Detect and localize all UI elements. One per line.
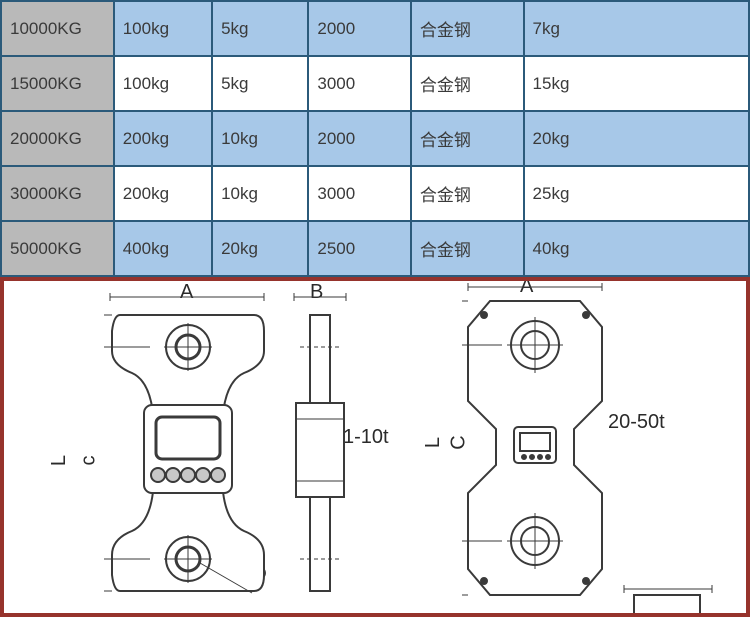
row-cell: 200kg [114,166,212,221]
row-cell: 7kg [524,1,749,56]
row-cell: 25kg [524,166,749,221]
device-front-20-50t [462,283,612,603]
row-header-cell: 50000KG [1,221,114,276]
row-cell: 20kg [524,111,749,166]
device-side-1-10t [290,293,350,603]
row-header-cell: 10000KG [1,1,114,56]
dim-label-L-right: L [422,437,445,448]
table-row: 30000KG200kg10kg3000合金钢25kg [1,166,749,221]
row-cell: 10kg [212,166,308,221]
row-cell: 40kg [524,221,749,276]
row-cell: 15kg [524,56,749,111]
table-row: 50000KG400kg20kg2500合金钢40kg [1,221,749,276]
dim-label-c-left: c [78,456,101,466]
row-cell: 合金钢 [411,111,524,166]
row-cell: 2000 [308,1,410,56]
row-header-cell: 20000KG [1,111,114,166]
table-row: 20000KG200kg10kg2000合金钢20kg [1,111,749,166]
device-front-1-10t [104,293,274,603]
row-cell: 合金钢 [411,56,524,111]
row-cell: 合金钢 [411,1,524,56]
row-cell: 5kg [212,1,308,56]
row-cell: 2000 [308,111,410,166]
row-cell: 100kg [114,56,212,111]
row-cell: 合金钢 [411,221,524,276]
spec-table: 10000KG100kg5kg2000合金钢7kg15000KG100kg5kg… [0,0,750,277]
table-row: 15000KG100kg5kg3000合金钢15kg [1,56,749,111]
diagram-container: A B A L c 1-10t L C 20-50t ∅ [0,277,750,617]
device-side-20-50t-partial [620,583,720,613]
row-cell: 2500 [308,221,410,276]
spec-table-body: 10000KG100kg5kg2000合金钢7kg15000KG100kg5kg… [1,1,749,276]
row-cell: 200kg [114,111,212,166]
row-header-cell: 15000KG [1,56,114,111]
row-header-cell: 30000KG [1,166,114,221]
table-row: 10000KG100kg5kg2000合金钢7kg [1,1,749,56]
row-cell: 5kg [212,56,308,111]
range-label-20-50t: 20-50t [608,411,665,434]
row-cell: 合金钢 [411,166,524,221]
row-cell: 20kg [212,221,308,276]
dim-label-L-left: L [48,455,71,466]
row-cell: 3000 [308,56,410,111]
row-cell: 10kg [212,111,308,166]
row-cell: 400kg [114,221,212,276]
row-cell: 3000 [308,166,410,221]
row-cell: 100kg [114,1,212,56]
